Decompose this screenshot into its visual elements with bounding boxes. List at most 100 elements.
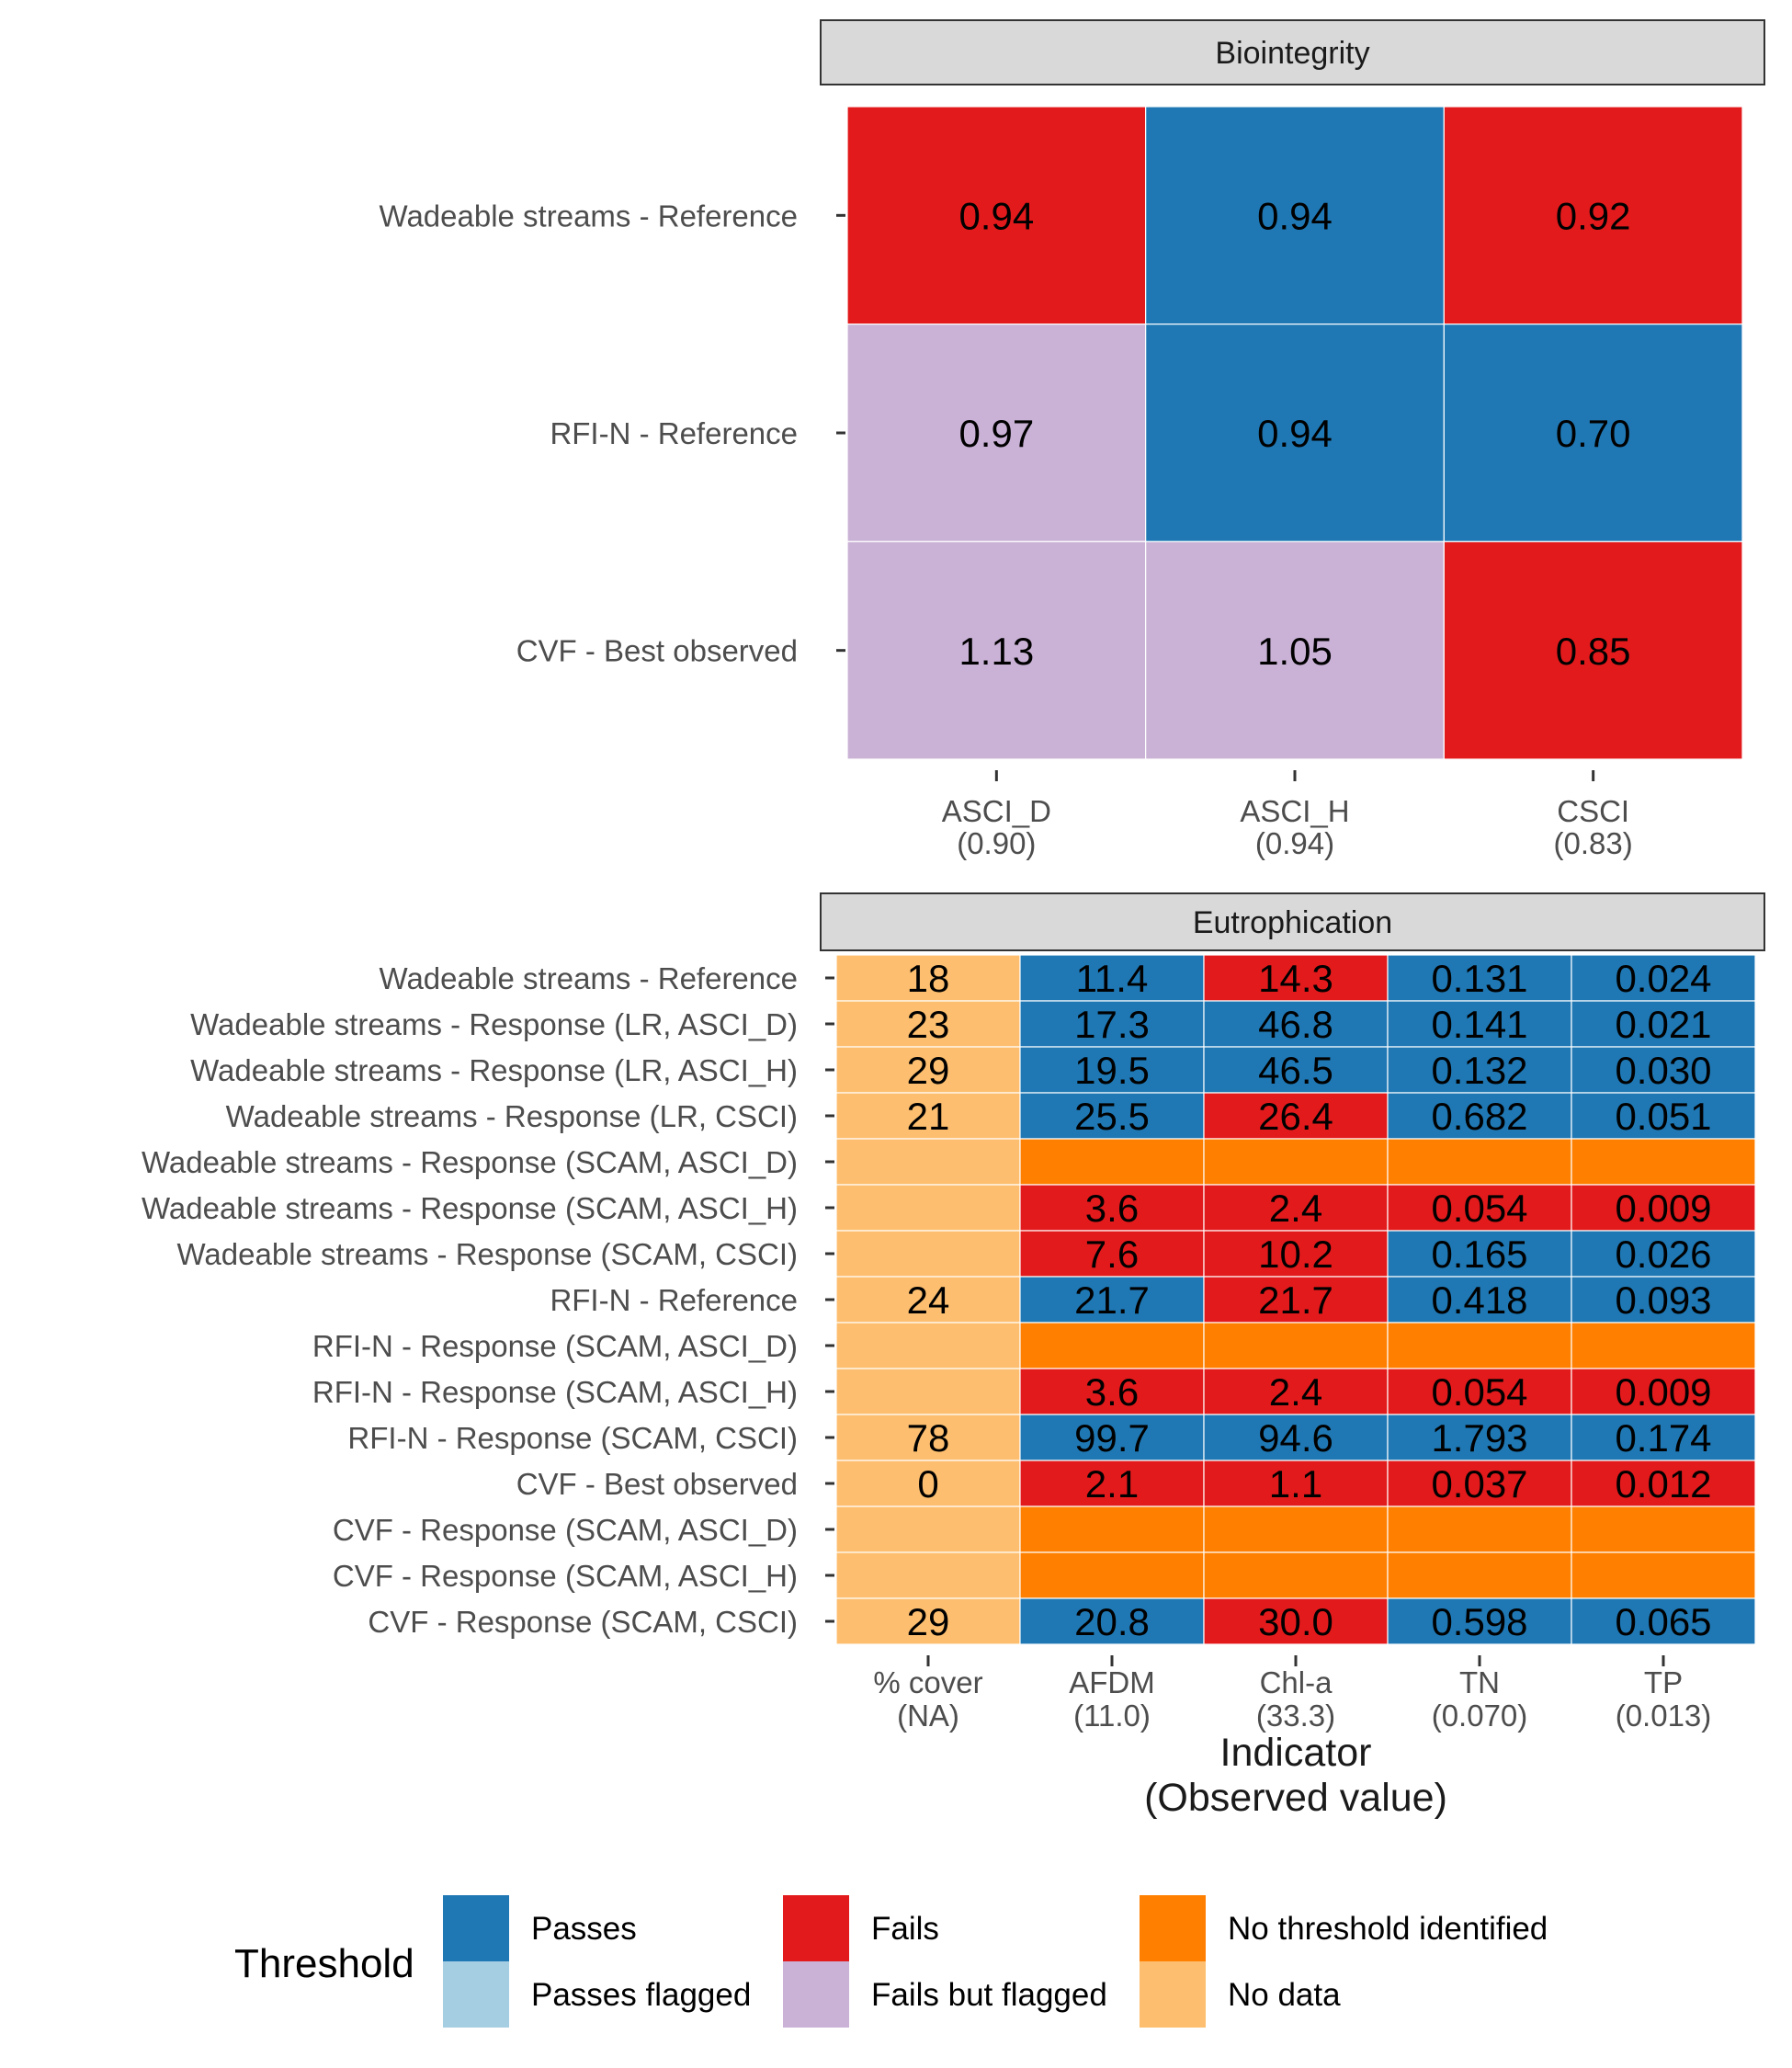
cell-value-label: 25.5 <box>1074 1095 1150 1138</box>
cell-value-label: 0.021 <box>1615 1003 1711 1046</box>
cell-value-label: 78 <box>907 1416 950 1460</box>
heatmap-cell <box>1203 954 1389 1002</box>
cell-value-label: 18 <box>907 957 950 1000</box>
heatmap-cell <box>1387 1092 1572 1140</box>
heatmap-cell <box>1387 1138 1572 1186</box>
heatmap-cell <box>1203 1506 1389 1553</box>
cell-value-label: 0.141 <box>1431 1003 1527 1046</box>
x-tick-threshold-label: (NA) <box>897 1699 959 1733</box>
legend-key-fails <box>783 1895 849 1961</box>
heatmap-cell <box>835 1276 1021 1324</box>
cell-value-label: 0.009 <box>1615 1187 1711 1230</box>
cell-value-label: 0.70 <box>1556 412 1631 455</box>
cell-value-label: 3.6 <box>1085 1370 1139 1414</box>
y-tick-label: CVF - Best observed <box>516 1467 798 1501</box>
heatmap-cell <box>1443 324 1743 542</box>
y-tick-label: CVF - Response (SCAM, ASCI_H) <box>333 1559 798 1593</box>
cell-value-label: 0 <box>917 1462 938 1506</box>
cell-value-label: 17.3 <box>1074 1003 1150 1046</box>
heatmap-cell <box>835 1092 1021 1140</box>
y-tick-label: Wadeable streams - Response (LR, CSCI) <box>226 1099 798 1133</box>
heatmap-cell <box>1019 1597 1205 1645</box>
x-tick-label: % cover <box>873 1665 982 1699</box>
cell-value-label: 0.037 <box>1431 1462 1527 1506</box>
panel-title: Biointegrity <box>1215 36 1369 71</box>
heatmap-cell <box>1019 1184 1205 1232</box>
y-tick-label: Wadeable streams - Response (SCAM, ASCI_… <box>142 1145 798 1179</box>
cell-value-label: 23 <box>907 1003 950 1046</box>
cell-value-label: 20.8 <box>1074 1600 1150 1643</box>
cell-value-label: 10.2 <box>1258 1233 1333 1276</box>
cell-value-label: 94.6 <box>1258 1416 1333 1460</box>
heatmap-cell <box>835 1414 1021 1461</box>
heatmap-cell <box>1571 1414 1756 1461</box>
cell-value-label: 0.054 <box>1431 1187 1527 1230</box>
y-tick-label: Wadeable streams - Response (SCAM, CSCI) <box>177 1237 799 1271</box>
y-tick-label: Wadeable streams - Reference <box>380 961 798 995</box>
panel-biointegrity: Biointegrity 0.94 0.94 0.92 0.97 0.94 0.70 1.13… <box>380 19 1765 860</box>
heatmap-cell <box>1203 1184 1389 1232</box>
x-tick-label: TP <box>1644 1665 1683 1699</box>
cell-value-label: 1.05 <box>1257 630 1333 673</box>
heatmap-cell <box>1387 1276 1572 1324</box>
cell-value-label: 0.030 <box>1615 1049 1711 1092</box>
cell-value-label: 7.6 <box>1085 1233 1139 1276</box>
heatmap-cell <box>1019 1276 1205 1324</box>
heatmap-cell <box>1387 1230 1572 1278</box>
heatmap-cell <box>1203 1230 1389 1278</box>
x-tick-threshold-label: (0.83) <box>1554 826 1633 860</box>
heatmap-cell <box>1571 1368 1756 1415</box>
heatmap-cell <box>835 1551 1021 1599</box>
cell-value-label: 99.7 <box>1074 1416 1150 1460</box>
heatmap-cell <box>1571 1138 1756 1186</box>
heatmap-cell <box>846 106 1147 325</box>
cell-value-label: 0.165 <box>1431 1233 1527 1276</box>
heatmap-cell <box>1019 954 1205 1002</box>
heatmap-cell <box>1387 1460 1572 1507</box>
cell-value-label: 0.065 <box>1615 1600 1711 1643</box>
heatmap-cell <box>1387 1368 1572 1415</box>
heatmap-cell <box>1387 1597 1572 1645</box>
heatmap-cell <box>1571 1551 1756 1599</box>
heatmap-cell <box>1571 1092 1756 1140</box>
cell-value-label: 29 <box>907 1049 950 1092</box>
heatmap-cell <box>835 1322 1021 1369</box>
x-axis-title-line-2: (Observed value) <box>1144 1776 1447 1820</box>
x-axis-title-line-1: Indicator <box>1220 1731 1372 1775</box>
y-tick-label: Wadeable streams - Response (LR, ASCI_D) <box>190 1007 798 1041</box>
heatmap-cell <box>1571 1000 1756 1048</box>
y-tick-label: RFI-N - Response (SCAM, ASCI_D) <box>312 1329 798 1363</box>
panel-strip <box>820 892 1765 951</box>
cell-value-label: 21.7 <box>1074 1278 1150 1322</box>
legend-label: Fails but flagged <box>871 1977 1107 2013</box>
cell-value-label: 0.85 <box>1556 630 1631 673</box>
cell-value-label: 0.174 <box>1615 1416 1711 1460</box>
y-tick-label: Wadeable streams - Response (LR, ASCI_H) <box>190 1053 798 1087</box>
heatmap-cell <box>1571 1276 1756 1324</box>
heatmap-cell <box>835 1368 1021 1415</box>
x-tick-label: AFDM <box>1069 1665 1155 1699</box>
cell-value-label: 0.418 <box>1431 1278 1527 1322</box>
heatmap-cell <box>1203 1414 1389 1461</box>
heatmap-cell <box>1203 1138 1389 1186</box>
heatmap-cell <box>835 954 1021 1002</box>
cell-value-label: 0.051 <box>1615 1095 1711 1138</box>
cell-value-label: 0.94 <box>1257 194 1333 237</box>
cell-value-label: 2.1 <box>1085 1462 1139 1506</box>
heatmap-cell <box>1019 1046 1205 1094</box>
heatmap-cell <box>1019 1368 1205 1415</box>
legend-label: Passes flagged <box>531 1977 751 2013</box>
cell-value-label: 14.3 <box>1258 957 1333 1000</box>
heatmap-cell <box>835 1184 1021 1232</box>
legend-label: Passes <box>531 1911 637 1947</box>
heatmap-cell <box>1019 1414 1205 1461</box>
heatmap-cell <box>1019 1138 1205 1186</box>
cell-value-label: 26.4 <box>1258 1095 1333 1138</box>
legend-label: Fails <box>871 1911 939 1947</box>
heatmap-cell <box>1145 324 1445 542</box>
heatmap-cell <box>1203 1322 1389 1369</box>
legend-title: Threshold <box>234 1941 414 1986</box>
heatmap-cell <box>1571 954 1756 1002</box>
x-tick-threshold-label: (0.94) <box>1255 826 1334 860</box>
x-tick-threshold-label: (0.013) <box>1616 1699 1712 1733</box>
